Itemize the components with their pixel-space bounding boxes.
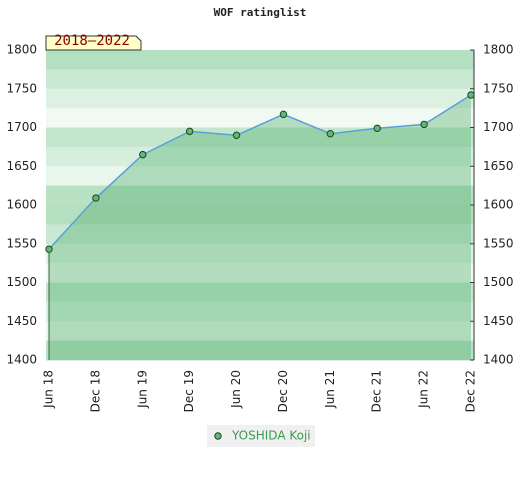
point — [467, 91, 475, 99]
legend-box — [207, 425, 315, 447]
point — [420, 120, 428, 129]
y2-tick-label: 1800 — [483, 43, 514, 57]
x-tick-label: Jun 20 — [229, 370, 243, 409]
background-band — [46, 282, 474, 303]
point — [232, 131, 241, 139]
background-band — [46, 50, 474, 70]
chart-title: WOF ratinglist — [214, 6, 307, 19]
x-tick-label: Dec 19 — [182, 370, 196, 412]
y-tick-label: 1400 — [6, 353, 37, 367]
x-tick-label: Jun 21 — [323, 370, 337, 409]
point — [139, 150, 147, 159]
background-band — [46, 340, 474, 361]
point — [326, 130, 335, 138]
y2-tick-label: 1500 — [483, 275, 514, 289]
background-band — [46, 127, 474, 148]
background-band — [46, 88, 474, 109]
background-band — [46, 224, 474, 245]
background-band — [46, 166, 474, 187]
annotation-box — [45, 35, 142, 51]
legend-marker — [214, 432, 222, 440]
background-band — [46, 205, 474, 225]
x-tick-label: Dec 18 — [88, 370, 102, 412]
y2-tick-label: 1400 — [483, 353, 514, 367]
y2-tick-label: 1600 — [483, 198, 514, 212]
y-tick-label: 1750 — [6, 81, 37, 95]
y-tick-label: 1650 — [6, 159, 37, 173]
background-band — [46, 69, 474, 90]
background-band — [46, 263, 474, 283]
y-tick-label: 1500 — [6, 275, 37, 289]
y2-tick-label: 1700 — [483, 120, 514, 134]
background-band — [46, 146, 474, 167]
background-band — [46, 185, 474, 206]
y-tick-label: 1600 — [6, 198, 37, 212]
x-tick-label: Jun 22 — [417, 370, 431, 409]
area — [49, 94, 471, 360]
point — [45, 245, 53, 253]
x-tick-label: Dec 20 — [276, 370, 290, 412]
background-band — [46, 108, 474, 128]
y-tick-label: 1450 — [6, 314, 37, 328]
x-tick-label: Jun 18 — [42, 370, 56, 409]
y2-tick-label: 1650 — [483, 159, 514, 173]
y2-tick-label: 1750 — [483, 81, 514, 95]
y2-tick-label: 1550 — [483, 236, 514, 250]
x-tick-label: Dec 21 — [370, 370, 384, 412]
y-tick-label: 1550 — [6, 236, 37, 250]
background-band — [46, 301, 474, 322]
point — [373, 124, 381, 132]
annotation: 2018–2022 — [54, 33, 130, 49]
point — [185, 127, 194, 136]
point — [279, 110, 288, 119]
background-band — [46, 321, 474, 342]
plot-area — [46, 50, 474, 361]
background-band — [46, 243, 474, 264]
y-tick-label: 1800 — [6, 43, 37, 57]
x-tick-label: Jun 19 — [135, 370, 149, 409]
y2-tick-label: 1450 — [483, 314, 514, 328]
y-tick-label: 1700 — [6, 120, 37, 134]
line — [48, 94, 472, 250]
x-tick-label: Dec 22 — [464, 370, 478, 412]
point — [92, 194, 100, 202]
legend-label: YOSHIDA Koji — [231, 429, 311, 443]
